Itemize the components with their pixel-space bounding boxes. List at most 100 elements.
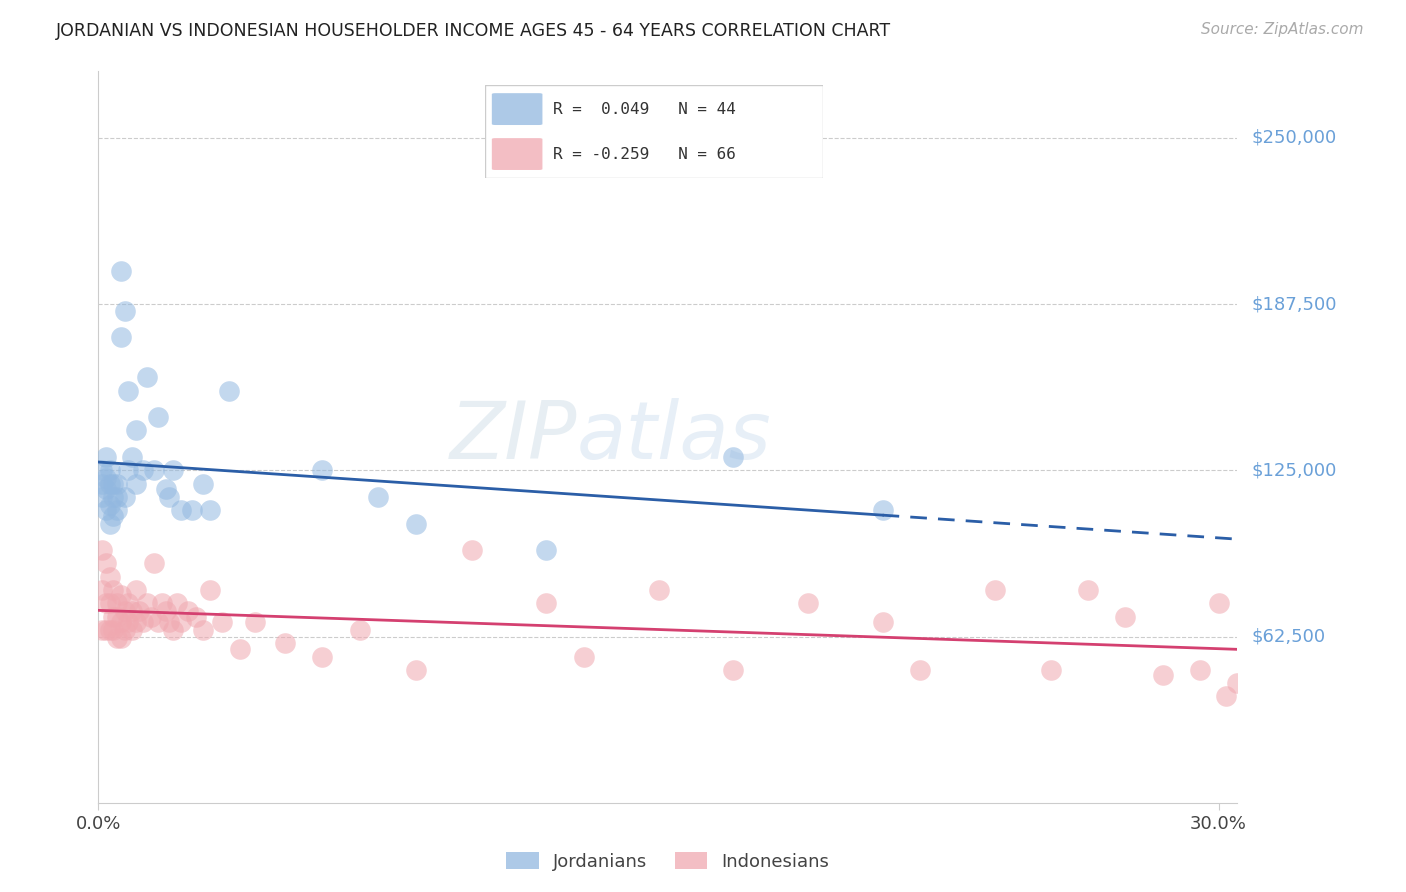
Text: $250,000: $250,000 bbox=[1251, 128, 1337, 147]
Point bbox=[94, 482, 117, 496]
Point bbox=[983, 582, 1005, 597]
Point bbox=[162, 623, 184, 637]
FancyBboxPatch shape bbox=[492, 93, 543, 125]
Point bbox=[177, 604, 200, 618]
Point bbox=[105, 490, 128, 504]
Point bbox=[114, 604, 136, 618]
Point bbox=[143, 557, 166, 571]
Point bbox=[157, 615, 180, 629]
Point bbox=[105, 631, 128, 645]
Point bbox=[125, 476, 148, 491]
Point bbox=[136, 596, 159, 610]
Point bbox=[103, 490, 125, 504]
Point bbox=[1114, 609, 1136, 624]
Point bbox=[103, 623, 125, 637]
Point bbox=[536, 543, 558, 558]
Point bbox=[139, 609, 162, 624]
Point bbox=[94, 503, 117, 517]
Point bbox=[150, 596, 173, 610]
Point bbox=[103, 476, 125, 491]
Point bbox=[143, 463, 166, 477]
Point bbox=[98, 516, 121, 531]
Point bbox=[91, 582, 114, 597]
Point bbox=[872, 615, 894, 629]
Point bbox=[98, 476, 121, 491]
Point bbox=[146, 410, 169, 425]
Point bbox=[105, 596, 128, 610]
Point bbox=[218, 384, 240, 398]
Point bbox=[94, 557, 117, 571]
Point bbox=[274, 636, 297, 650]
Point bbox=[103, 609, 125, 624]
Point bbox=[1077, 582, 1099, 597]
Point bbox=[110, 330, 132, 344]
Point bbox=[121, 604, 143, 618]
Point bbox=[157, 490, 180, 504]
Text: R = -0.259   N = 66: R = -0.259 N = 66 bbox=[553, 146, 735, 161]
Text: R =  0.049   N = 44: R = 0.049 N = 44 bbox=[553, 102, 735, 117]
Point bbox=[536, 596, 558, 610]
Point bbox=[117, 615, 139, 629]
Point bbox=[117, 384, 139, 398]
Point bbox=[155, 604, 177, 618]
Text: atlas: atlas bbox=[576, 398, 772, 476]
Point bbox=[1188, 663, 1211, 677]
Point bbox=[103, 582, 125, 597]
Point bbox=[117, 463, 139, 477]
Point bbox=[91, 543, 114, 558]
Point bbox=[125, 615, 148, 629]
Point bbox=[311, 649, 333, 664]
Point bbox=[125, 582, 148, 597]
Point bbox=[155, 482, 177, 496]
Point bbox=[132, 615, 155, 629]
Text: $187,500: $187,500 bbox=[1251, 295, 1337, 313]
Text: $125,000: $125,000 bbox=[1251, 461, 1337, 479]
Point bbox=[91, 476, 114, 491]
Point bbox=[169, 615, 191, 629]
Point bbox=[461, 543, 484, 558]
Legend: Jordanians, Indonesians: Jordanians, Indonesians bbox=[499, 846, 837, 878]
Point bbox=[572, 649, 595, 664]
Point bbox=[169, 503, 191, 517]
Point bbox=[94, 471, 117, 485]
Point bbox=[1039, 663, 1062, 677]
Point bbox=[110, 264, 132, 278]
Point bbox=[105, 476, 128, 491]
Point bbox=[94, 450, 117, 464]
Point bbox=[91, 623, 114, 637]
Point bbox=[1226, 676, 1249, 690]
Point bbox=[128, 604, 150, 618]
FancyBboxPatch shape bbox=[485, 85, 823, 178]
Point bbox=[121, 450, 143, 464]
Point bbox=[94, 596, 117, 610]
Point bbox=[117, 596, 139, 610]
Point bbox=[110, 615, 132, 629]
Text: JORDANIAN VS INDONESIAN HOUSEHOLDER INCOME AGES 45 - 64 YEARS CORRELATION CHART: JORDANIAN VS INDONESIAN HOUSEHOLDER INCO… bbox=[56, 22, 891, 40]
Point bbox=[908, 663, 931, 677]
FancyBboxPatch shape bbox=[492, 138, 543, 170]
Point bbox=[1215, 690, 1237, 704]
Point bbox=[405, 663, 427, 677]
Point bbox=[721, 663, 744, 677]
Point bbox=[98, 570, 121, 584]
Point bbox=[200, 503, 222, 517]
Point bbox=[245, 615, 267, 629]
Point bbox=[136, 370, 159, 384]
Point bbox=[146, 615, 169, 629]
Point bbox=[98, 623, 121, 637]
Point bbox=[125, 424, 148, 438]
Point bbox=[797, 596, 820, 610]
Point bbox=[405, 516, 427, 531]
Point bbox=[200, 582, 222, 597]
Point bbox=[114, 490, 136, 504]
Point bbox=[98, 596, 121, 610]
Point bbox=[114, 623, 136, 637]
Point bbox=[114, 303, 136, 318]
Point bbox=[1208, 596, 1230, 610]
Point bbox=[162, 463, 184, 477]
Point bbox=[110, 588, 132, 602]
Point bbox=[103, 508, 125, 523]
Point bbox=[91, 490, 114, 504]
Point bbox=[229, 641, 252, 656]
Point bbox=[94, 623, 117, 637]
